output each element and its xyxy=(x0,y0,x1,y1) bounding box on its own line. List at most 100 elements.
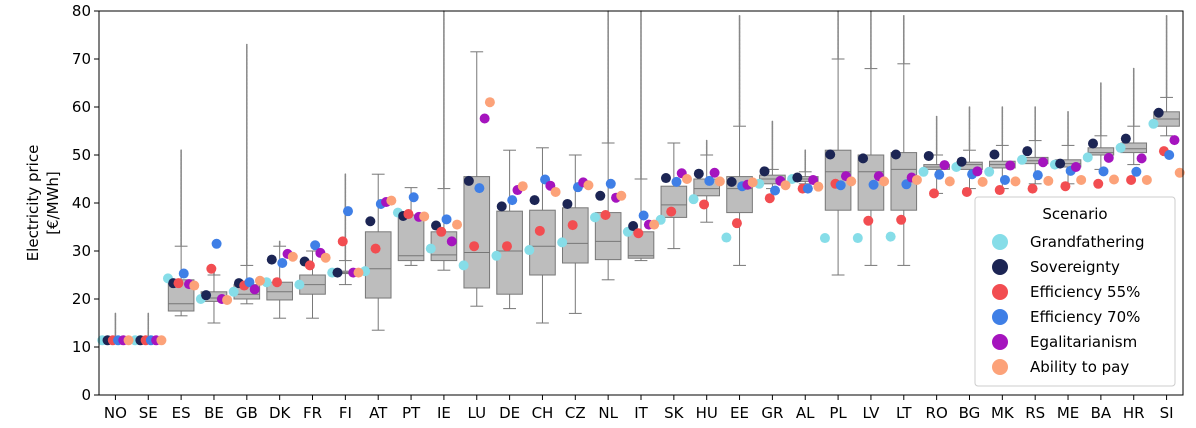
point-de xyxy=(507,195,518,206)
point-be xyxy=(211,238,222,249)
box-iqr xyxy=(561,207,589,264)
point-ch xyxy=(524,245,535,256)
x-tick-label-pt: PT xyxy=(402,404,421,422)
point-fr xyxy=(294,279,305,290)
x-tick-label-rs: RS xyxy=(1025,404,1045,422)
point-de xyxy=(501,241,512,252)
point-hu xyxy=(714,176,725,187)
box-iqr xyxy=(463,176,491,289)
x-tick-label-cz: CZ xyxy=(565,404,586,422)
point-de xyxy=(491,250,502,261)
point-ro xyxy=(929,188,940,199)
point-hr xyxy=(1136,153,1147,164)
point-fr xyxy=(310,240,321,251)
point-al xyxy=(808,174,819,185)
point-cz xyxy=(567,220,578,231)
point-gb xyxy=(244,277,255,288)
y-tick-label: 40 xyxy=(72,194,91,212)
point-mk xyxy=(999,174,1010,185)
point-es xyxy=(173,278,184,289)
point-at xyxy=(386,195,397,206)
point-dk xyxy=(277,258,288,268)
point-fr xyxy=(304,260,315,271)
outlier-point xyxy=(180,149,182,151)
point-lu xyxy=(463,175,474,186)
point-nl xyxy=(595,190,606,201)
outlier-point xyxy=(705,139,708,142)
outlier-point xyxy=(804,149,807,151)
x-tick-label-lt: LT xyxy=(896,404,912,422)
box-lv xyxy=(857,10,885,266)
point-lv xyxy=(858,153,869,164)
point-rs xyxy=(1043,175,1054,186)
x-tick-label-ie: IE xyxy=(437,404,451,422)
point-mk xyxy=(1010,176,1021,187)
legend-label-2: Sovereignty xyxy=(1030,258,1120,276)
y-tick-label: 20 xyxy=(72,290,91,308)
point-dk xyxy=(266,254,277,265)
box-ba xyxy=(1087,82,1115,170)
point-de xyxy=(517,181,528,192)
y-tick-label: 30 xyxy=(72,242,91,260)
box-iqr xyxy=(660,185,688,218)
outlier-point xyxy=(246,43,248,46)
point-se xyxy=(156,335,167,346)
box-hr xyxy=(1120,67,1148,166)
point-pt xyxy=(419,211,430,222)
point-ee xyxy=(726,176,737,187)
point-sk xyxy=(666,206,677,217)
point-bg xyxy=(956,156,967,167)
point-be xyxy=(206,263,217,274)
point-it xyxy=(628,221,639,232)
point-de xyxy=(496,201,507,212)
point-lt xyxy=(885,231,896,242)
outlier-point xyxy=(902,15,905,17)
outlier-point xyxy=(1067,111,1069,113)
point-ba xyxy=(1082,152,1093,163)
outlier-point xyxy=(114,312,117,315)
point-cz xyxy=(583,180,594,191)
point-ie xyxy=(441,214,452,225)
point-lt xyxy=(901,179,912,190)
point-al xyxy=(813,181,824,192)
point-rs xyxy=(1017,154,1028,165)
legend-marker-5 xyxy=(992,334,1008,350)
point-nl xyxy=(600,210,611,220)
point-it xyxy=(649,219,660,230)
x-tick-label-mk: MK xyxy=(991,404,1015,422)
y-tick-label: 70 xyxy=(72,50,91,68)
x-tick-label-at: AT xyxy=(369,404,388,422)
point-fi xyxy=(353,267,364,278)
box-iqr xyxy=(496,210,523,295)
point-hu xyxy=(688,194,699,205)
point-cz xyxy=(557,237,568,248)
point-sk xyxy=(671,176,682,187)
point-ba xyxy=(1093,178,1104,189)
point-ie xyxy=(452,219,463,230)
x-tick-label-me: ME xyxy=(1057,404,1079,422)
point-at xyxy=(365,216,376,227)
point-pl xyxy=(846,176,857,187)
legend-frame xyxy=(974,196,1176,387)
outlier-point xyxy=(344,173,347,175)
legend-marker-2 xyxy=(992,259,1008,275)
point-hu xyxy=(693,168,704,179)
point-gb xyxy=(254,275,265,286)
point-lv xyxy=(863,215,874,226)
point-ba xyxy=(1087,138,1098,149)
point-lu xyxy=(469,241,480,252)
scenario-point-layer xyxy=(97,97,1185,346)
x-tick-label-hr: HR xyxy=(1123,404,1145,422)
point-al xyxy=(802,183,813,194)
point-no xyxy=(123,335,134,346)
box-iqr xyxy=(364,231,392,299)
point-me xyxy=(1055,158,1066,169)
series-sovereignty xyxy=(102,107,1164,346)
point-me xyxy=(1060,181,1071,192)
point-bg xyxy=(977,176,988,187)
box-pl xyxy=(824,10,852,276)
x-tick-label-lu: LU xyxy=(467,404,486,422)
point-hr xyxy=(1131,166,1142,177)
point-es xyxy=(178,268,189,279)
box-de xyxy=(496,149,523,310)
